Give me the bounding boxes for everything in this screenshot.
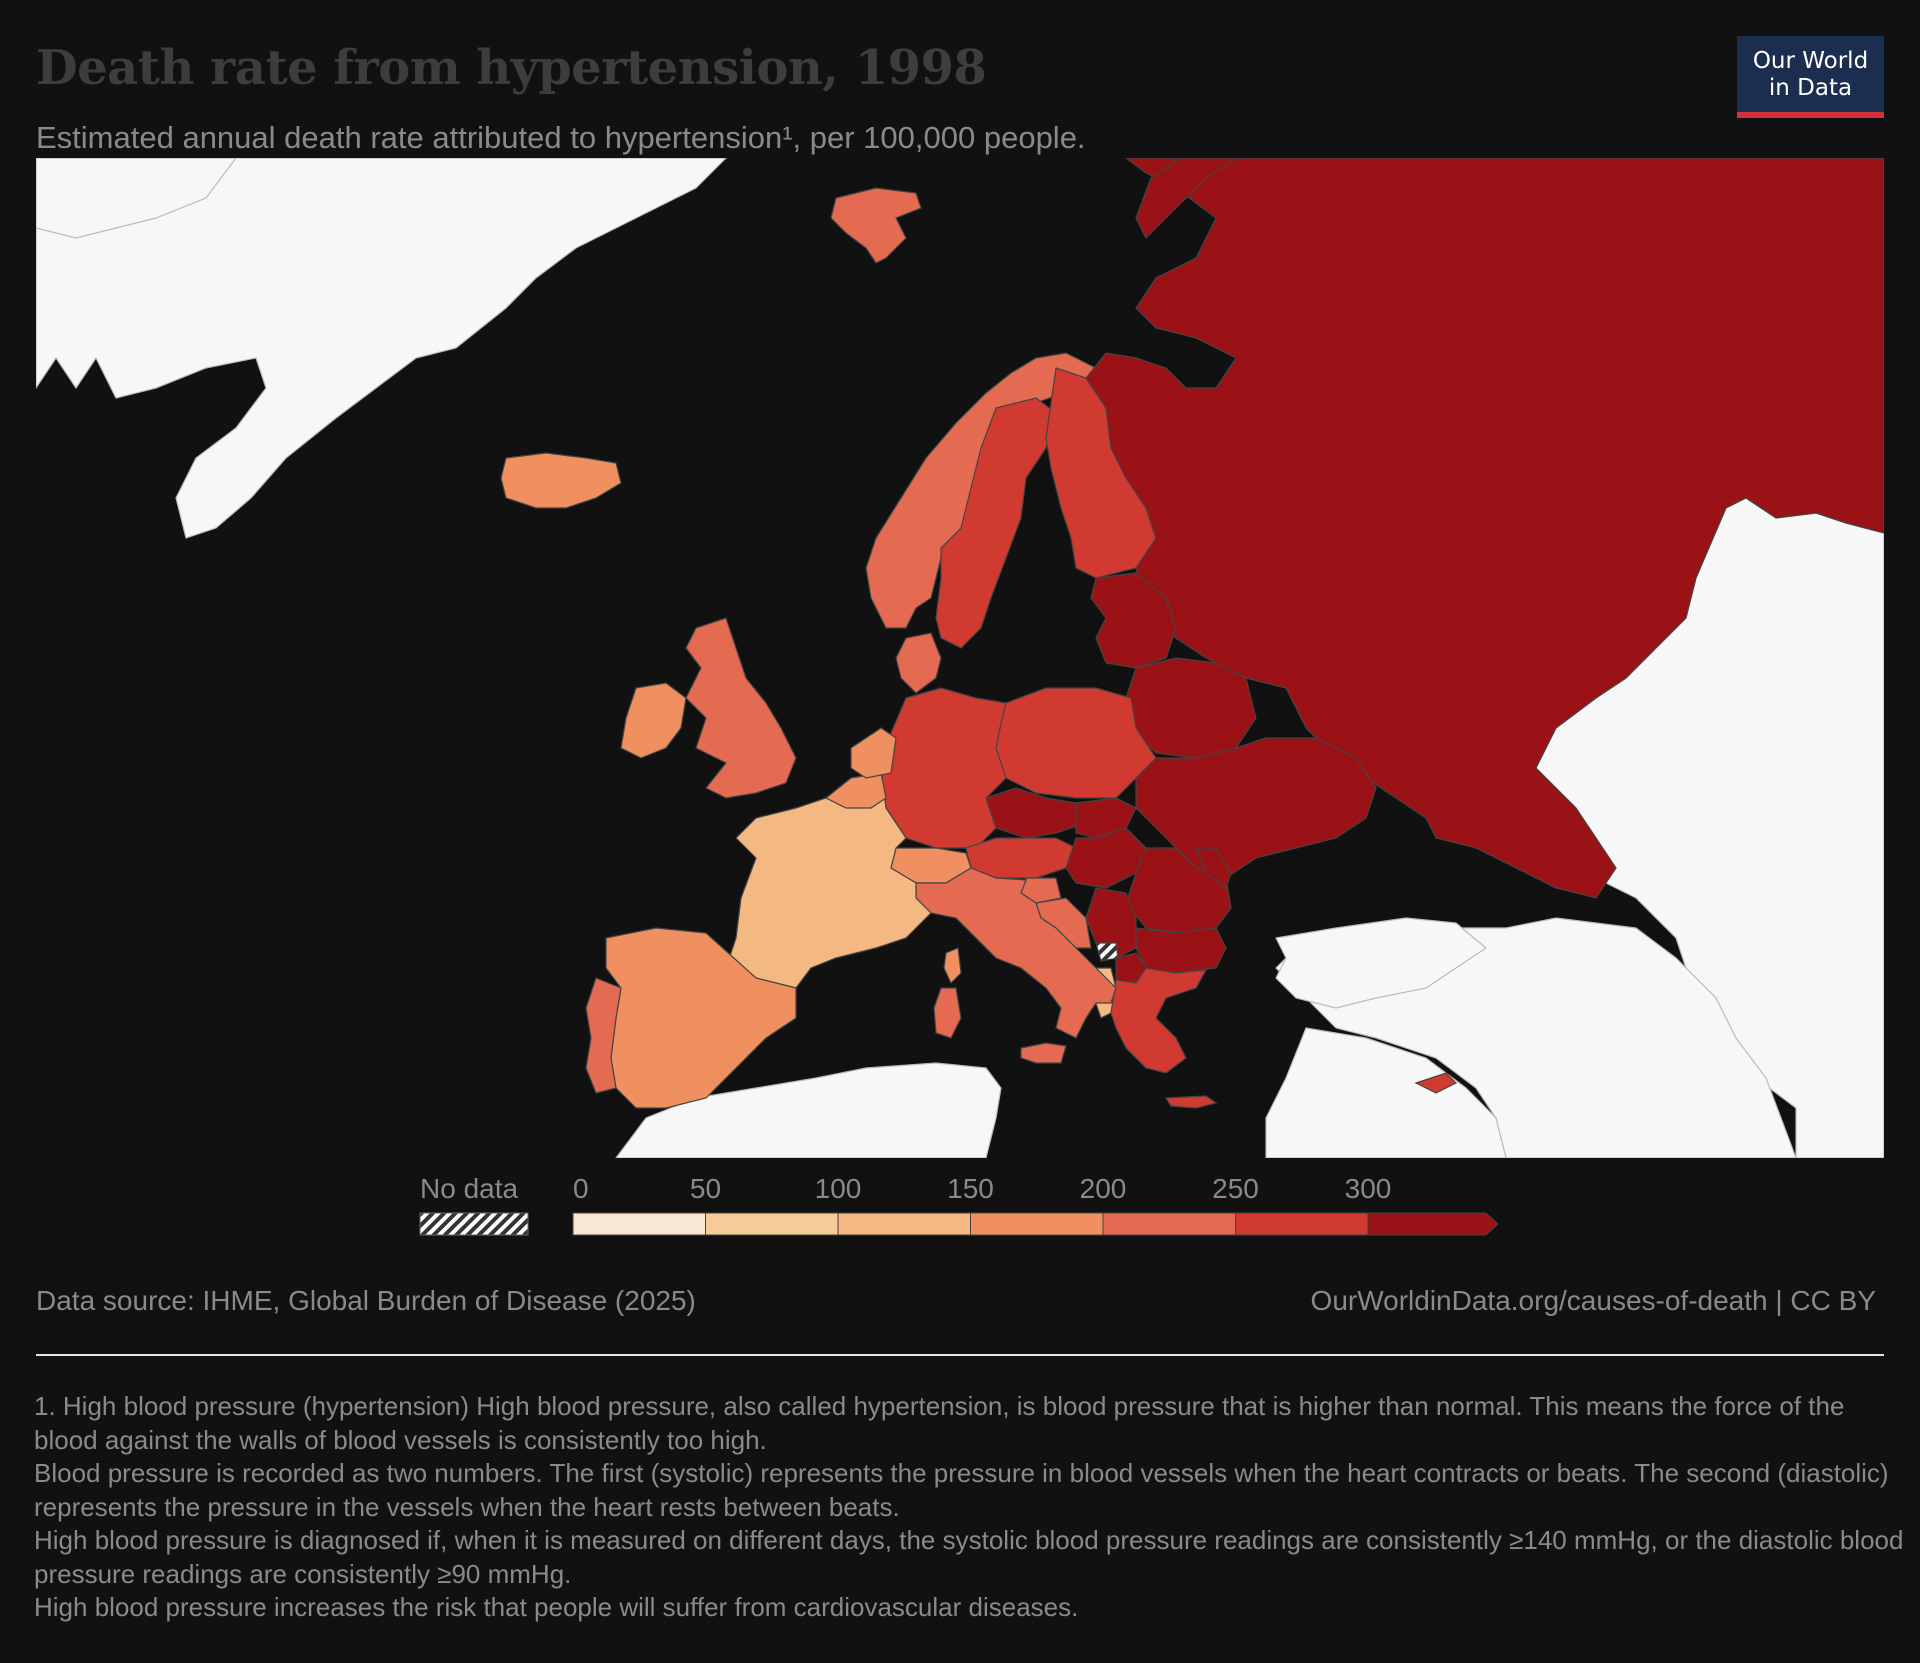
region-united-kingdom[interactable] (685, 617, 797, 799)
legend-bin[interactable] (705, 1212, 839, 1236)
region-bulgaria[interactable] (1135, 927, 1227, 974)
region-netherlands[interactable] (850, 727, 897, 779)
legend-tick-label: 0 (573, 1173, 589, 1204)
region-corsica[interactable] (943, 947, 962, 985)
region-ireland[interactable] (620, 682, 687, 759)
region-novaya-zemlya[interactable] (1135, 158, 1238, 240)
region-iceland[interactable] (500, 452, 622, 509)
footnote: 1. High blood pressure (hypertension) Hi… (34, 1390, 1904, 1625)
region-belgium[interactable] (824, 772, 887, 809)
legend-bin[interactable] (1235, 1212, 1369, 1236)
legend-tick-label: 50 (690, 1173, 721, 1204)
region-sardinia[interactable] (933, 987, 962, 1039)
chart-subtitle: Estimated annual death rate attributed t… (36, 120, 1086, 155)
legend-bin-open[interactable] (1367, 1212, 1499, 1236)
region-svalbard[interactable] (830, 187, 922, 264)
footnote-line: Blood pressure is recorded as two number… (34, 1458, 1889, 1522)
region-portugal[interactable] (585, 977, 622, 1094)
source-url-link[interactable]: OurWorldinData.org/causes-of-death | CC … (1310, 1285, 1876, 1316)
chart-title: Death rate from hypertension, 1998 (36, 40, 987, 96)
map-area[interactable] (36, 158, 1884, 1158)
legend-tick-label: 200 (1080, 1173, 1127, 1204)
region-greenland[interactable] (36, 158, 727, 539)
legend-no-data-swatch[interactable] (419, 1212, 529, 1236)
legend-bin[interactable] (970, 1212, 1104, 1236)
legend-tick-label: 100 (815, 1173, 862, 1204)
legend-bin[interactable] (837, 1212, 971, 1236)
footer-divider (36, 1354, 1884, 1356)
region-germany[interactable] (880, 687, 1007, 849)
legend-bin[interactable] (572, 1212, 706, 1236)
legend-bin[interactable] (1102, 1212, 1236, 1236)
region-greenland-north[interactable] (36, 158, 237, 239)
choropleth-map[interactable] (36, 158, 1884, 1158)
region-serbia[interactable] (1085, 887, 1137, 959)
region-russia[interactable] (1085, 158, 1884, 899)
region-kosovo[interactable] (1095, 942, 1119, 962)
region-italy[interactable] (915, 867, 1117, 1039)
region-crete[interactable] (1164, 1095, 1218, 1109)
footnote-line: 1. High blood pressure (hypertension) Hi… (34, 1391, 1845, 1455)
region-moldova[interactable] (1195, 847, 1232, 889)
region-cyprus[interactable] (1414, 1072, 1458, 1094)
region-poland[interactable] (995, 687, 1157, 799)
region-sicily[interactable] (1020, 1042, 1067, 1064)
footnote-line: High blood pressure is diagnosed if, whe… (34, 1525, 1904, 1589)
region-turkey[interactable] (1275, 917, 1488, 1009)
data-source: Data source: IHME, Global Burden of Dise… (36, 1285, 696, 1316)
logo-line-1: Our World (1752, 48, 1869, 74)
legend-tick-label: 150 (947, 1173, 994, 1204)
legend-tick-label: 250 (1212, 1173, 1259, 1204)
map-legend: No data 0 50 100 150 200 250 300 (0, 1168, 1920, 1238)
region-greece[interactable] (1110, 967, 1208, 1074)
logo-line-2: in Data (1768, 75, 1853, 101)
owid-logo[interactable]: Our World in Data (1737, 36, 1884, 118)
region-norway[interactable] (865, 352, 1098, 629)
region-denmark[interactable] (895, 632, 942, 694)
legend-no-data-label: No data (420, 1173, 518, 1204)
region-libya-egypt[interactable] (1265, 1027, 1507, 1158)
legend-tick-label: 300 (1345, 1173, 1392, 1204)
region-ukraine[interactable] (1135, 737, 1377, 879)
footnote-line: High blood pressure increases the risk t… (34, 1592, 1079, 1622)
